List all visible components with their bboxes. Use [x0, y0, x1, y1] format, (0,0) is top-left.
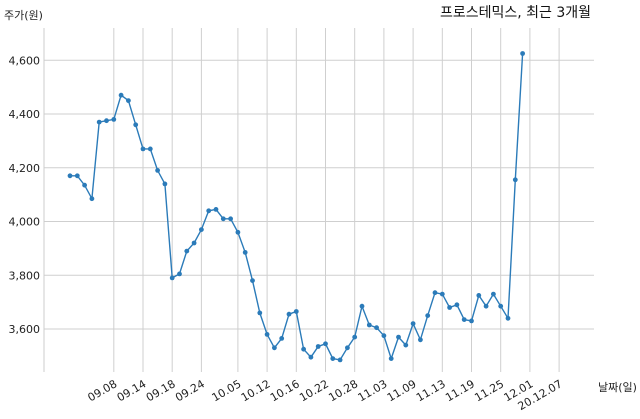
data-point	[461, 317, 467, 322]
data-point	[293, 309, 299, 314]
data-point	[228, 216, 234, 222]
x-tick-label: 09.24	[173, 377, 207, 404]
data-point	[498, 303, 504, 309]
data-point	[242, 250, 248, 255]
data-point	[330, 356, 336, 361]
data-point	[374, 325, 379, 331]
data-point	[147, 146, 153, 152]
data-point	[82, 182, 87, 188]
data-point	[235, 229, 241, 235]
y-tick-label: 4,000	[9, 216, 41, 229]
data-point	[257, 310, 263, 316]
data-point	[432, 290, 438, 296]
x-tick-label: 09.08	[86, 377, 120, 404]
data-point	[359, 303, 365, 309]
data-point	[323, 341, 328, 347]
chart-title: 프로스테믹스, 최근 3개월	[440, 5, 591, 21]
x-tick-label: 10.16	[268, 377, 302, 404]
data-point	[220, 216, 226, 222]
data-point	[366, 322, 372, 328]
x-tick-label: 11.03	[356, 377, 390, 404]
data-point	[125, 98, 131, 103]
data-point	[476, 293, 482, 298]
x-axis-label: 날짜(일)	[598, 380, 637, 394]
x-tick-label: 09.18	[144, 377, 178, 404]
data-point	[264, 332, 270, 337]
data-point	[520, 51, 525, 56]
data-point	[352, 334, 358, 340]
data-point	[162, 181, 168, 187]
data-point	[213, 207, 219, 212]
data-point	[184, 248, 190, 254]
data-point	[67, 173, 73, 179]
data-point	[315, 344, 321, 349]
x-tick-label: 10.12	[239, 377, 273, 404]
data-point	[96, 119, 102, 125]
data-point	[140, 146, 146, 152]
data-point	[104, 118, 109, 124]
data-point	[403, 342, 409, 348]
data-point	[439, 291, 445, 297]
x-tick-label: 11.13	[414, 377, 448, 404]
data-point	[381, 333, 387, 339]
y-tick-label: 4,200	[9, 162, 41, 175]
price-points	[67, 51, 525, 363]
data-point	[169, 275, 175, 281]
y-tick-label: 3,600	[9, 323, 41, 336]
data-point	[410, 321, 416, 326]
data-point	[447, 305, 452, 310]
x-tick-label: 10.05	[210, 377, 244, 404]
data-point	[491, 291, 496, 297]
data-point	[308, 354, 314, 360]
x-tick-label: 09.14	[115, 377, 149, 404]
data-point	[483, 303, 489, 309]
y-tick-label: 4,600	[9, 54, 41, 67]
data-point	[74, 173, 80, 179]
data-point	[279, 336, 285, 341]
data-point	[199, 227, 204, 233]
data-point	[206, 208, 212, 214]
data-point	[250, 278, 255, 283]
data-point	[177, 271, 182, 277]
data-point	[191, 240, 197, 246]
data-point	[505, 315, 511, 321]
y-tick-label: 4,400	[9, 108, 41, 121]
data-point	[512, 177, 518, 183]
data-point	[111, 117, 117, 122]
data-point	[155, 168, 161, 173]
x-tick-label: 11.09	[385, 377, 419, 404]
data-point	[469, 318, 474, 324]
data-point	[396, 334, 401, 340]
data-point	[89, 196, 95, 202]
data-point	[418, 337, 423, 343]
data-point	[454, 302, 460, 308]
data-point	[272, 345, 277, 351]
x-tick-label: 11.25	[472, 377, 506, 404]
data-point	[345, 345, 350, 351]
x-tick-label: 11.19	[443, 377, 477, 404]
x-tick-label: 10.22	[297, 377, 331, 404]
data-point	[118, 92, 124, 98]
data-point	[337, 357, 343, 363]
data-point	[388, 356, 394, 361]
y-tick-label: 3,800	[9, 269, 41, 282]
data-point	[301, 346, 306, 352]
data-point	[286, 311, 292, 317]
x-tick-label: 10.28	[326, 377, 360, 404]
data-point	[133, 122, 139, 128]
grid	[44, 28, 594, 372]
y-axis-label: 주가(원)	[4, 9, 43, 22]
data-point	[425, 313, 431, 318]
y-axis-ticks: 3,600 3,800 4,000 4,200 4,400 4,600	[9, 54, 41, 336]
